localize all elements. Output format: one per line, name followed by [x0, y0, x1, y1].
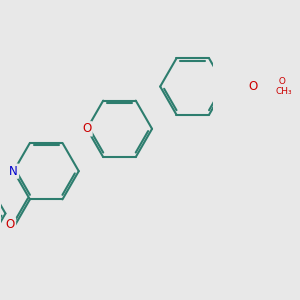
Text: O: O [6, 218, 15, 231]
Text: O: O [82, 122, 92, 135]
Text: O: O [248, 80, 258, 93]
Text: N: N [9, 165, 18, 178]
Text: O
CH₃: O CH₃ [276, 77, 292, 96]
